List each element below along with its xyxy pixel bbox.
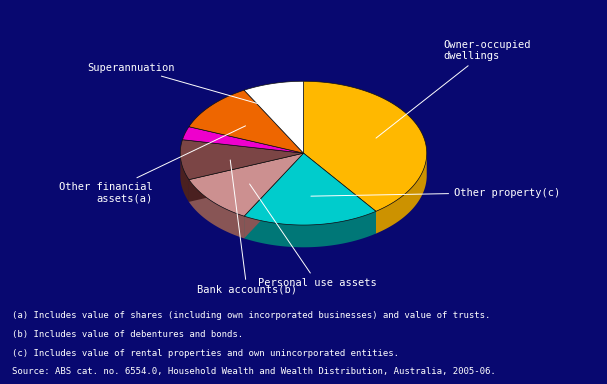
Polygon shape [244,81,304,153]
Text: Superannuation: Superannuation [87,63,282,111]
Polygon shape [244,153,376,225]
Polygon shape [189,153,304,216]
Polygon shape [376,152,427,233]
Polygon shape [180,152,189,202]
Text: Personal use assets: Personal use assets [249,184,376,288]
Text: Source: ABS cat. no. 6554.0, Household Wealth and Wealth Distribution, Australia: Source: ABS cat. no. 6554.0, Household W… [12,367,496,376]
Text: (b) Includes value of debentures and bonds.: (b) Includes value of debentures and bon… [12,330,243,339]
Polygon shape [244,153,304,238]
Text: Other financial
assets(a): Other financial assets(a) [59,126,246,203]
Polygon shape [304,81,427,211]
Text: (c) Includes value of rental properties and own unincorporated entities.: (c) Includes value of rental properties … [12,349,399,358]
Text: (a) Includes value of shares (including own incorporated businesses) and value o: (a) Includes value of shares (including … [12,311,490,320]
Text: Other property(c): Other property(c) [311,187,560,197]
Polygon shape [183,127,304,153]
Text: Bank accounts(b): Bank accounts(b) [197,160,297,295]
Polygon shape [244,211,376,247]
Polygon shape [189,153,304,202]
Polygon shape [189,90,304,153]
Text: Owner-occupied
dwellings: Owner-occupied dwellings [376,40,531,138]
Polygon shape [244,153,304,238]
Polygon shape [180,140,304,180]
Polygon shape [189,153,304,202]
Polygon shape [304,153,376,233]
Polygon shape [189,180,244,238]
Polygon shape [304,153,376,233]
